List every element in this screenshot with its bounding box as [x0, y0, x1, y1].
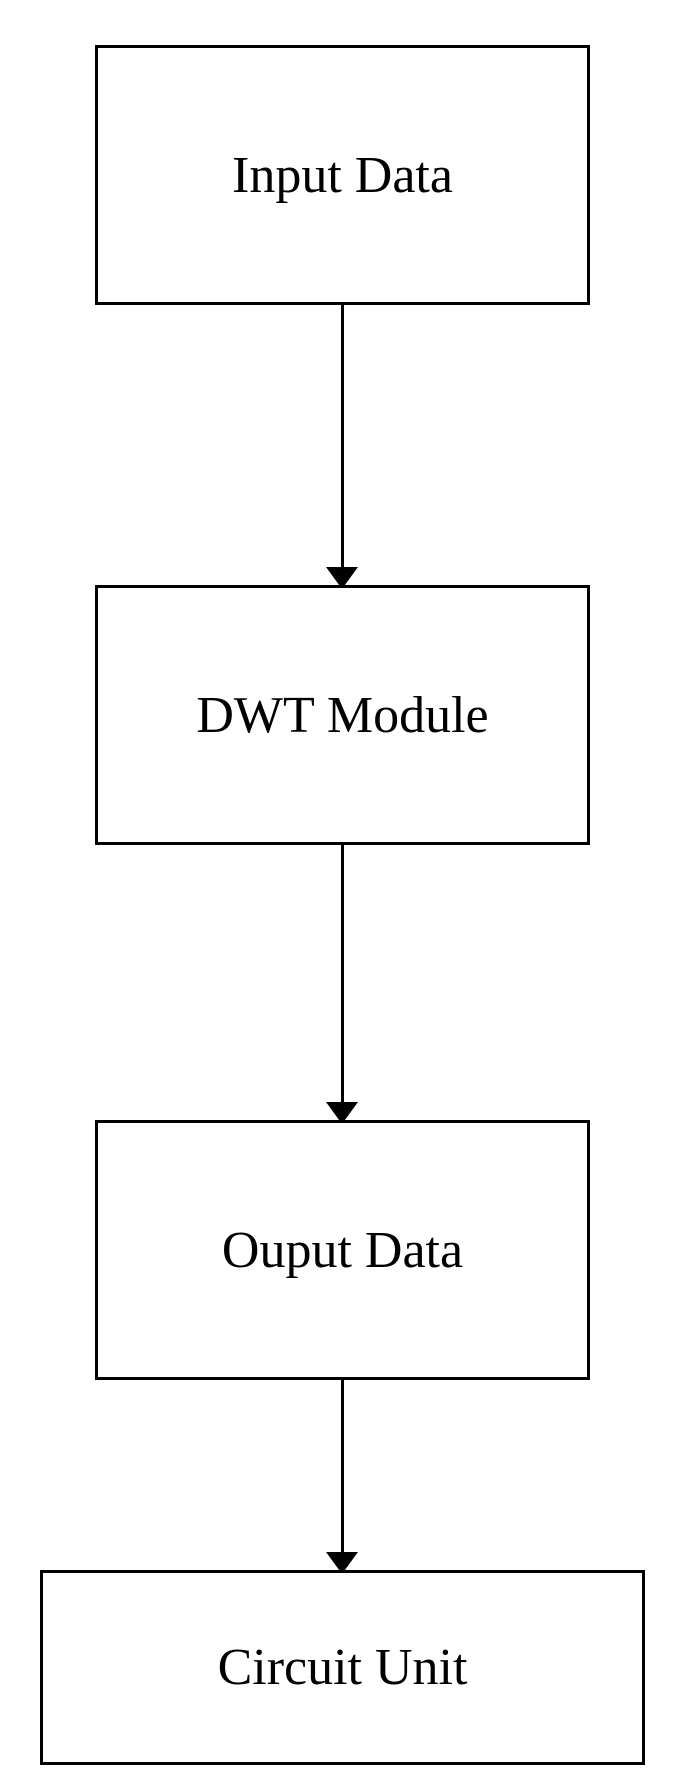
node-output-data-label: Ouput Data: [222, 1221, 463, 1280]
arrow-1-line: [341, 305, 344, 567]
node-input-data: Input Data: [95, 45, 590, 305]
node-circuit-unit: Circuit Unit: [40, 1570, 645, 1765]
node-dwt-module: DWT Module: [95, 585, 590, 845]
arrow-2-line: [341, 845, 344, 1102]
node-circuit-unit-label: Circuit Unit: [218, 1638, 468, 1697]
node-input-data-label: Input Data: [232, 146, 453, 205]
arrow-3-line: [341, 1380, 344, 1552]
node-output-data: Ouput Data: [95, 1120, 590, 1380]
flowchart-container: Input Data DWT Module Ouput Data Circuit…: [0, 0, 695, 1788]
node-dwt-module-label: DWT Module: [196, 686, 488, 745]
